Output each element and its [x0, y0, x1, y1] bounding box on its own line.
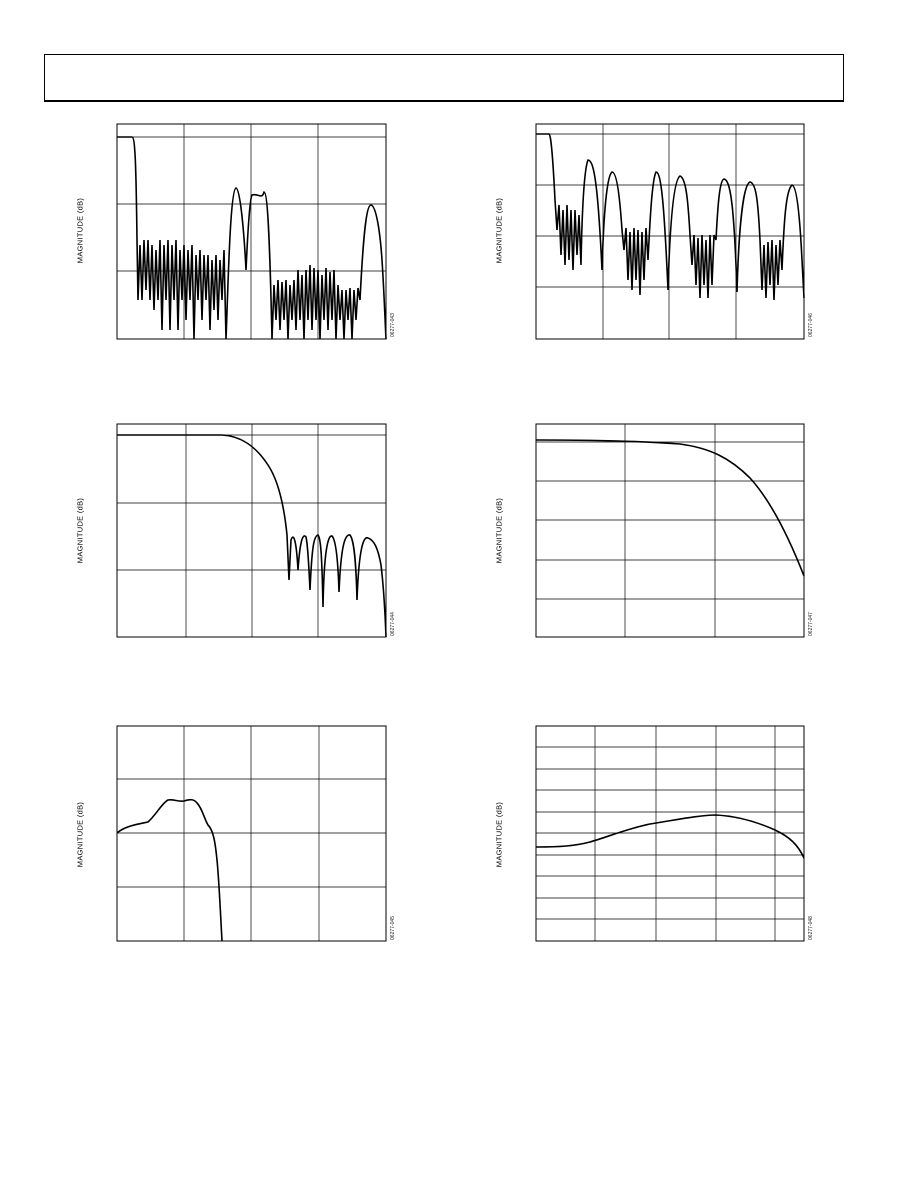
y-axis-label: MAGNITUDE (dB) [494, 801, 504, 868]
figure-id: 06277-043 [390, 313, 396, 337]
figure-id: 06277-045 [390, 916, 396, 940]
y-axis-label: MAGNITUDE (dB) [494, 197, 504, 264]
grid-lines [117, 124, 386, 339]
response-curve [117, 434, 387, 638]
response-curve [117, 136, 387, 340]
plot-frame [535, 423, 805, 638]
plot-frame [116, 123, 387, 340]
figure-id: 06277-044 [390, 612, 396, 636]
grid-lines [536, 124, 804, 339]
grid-lines [536, 424, 804, 637]
y-axis-label: MAGNITUDE (dB) [75, 497, 85, 564]
response-curve [116, 798, 223, 942]
plot-frame [116, 423, 387, 638]
plot-frame [116, 725, 387, 942]
figure-id: 06277-047 [808, 612, 814, 636]
y-axis-label: MAGNITUDE (dB) [75, 801, 85, 868]
figure-id: 06277-048 [808, 916, 814, 940]
grid-lines [117, 726, 386, 941]
response-curve [535, 439, 805, 577]
response-curve [536, 133, 805, 301]
figure-id: 06277-046 [808, 313, 814, 337]
plot-frame [535, 725, 805, 942]
grid-lines [536, 726, 804, 941]
y-axis-label: MAGNITUDE (dB) [75, 197, 85, 264]
grid-lines [117, 424, 386, 637]
response-curve [535, 814, 805, 859]
y-axis-label: MAGNITUDE (dB) [494, 497, 504, 564]
plot-frame [535, 123, 805, 340]
page-header-box [44, 54, 844, 102]
